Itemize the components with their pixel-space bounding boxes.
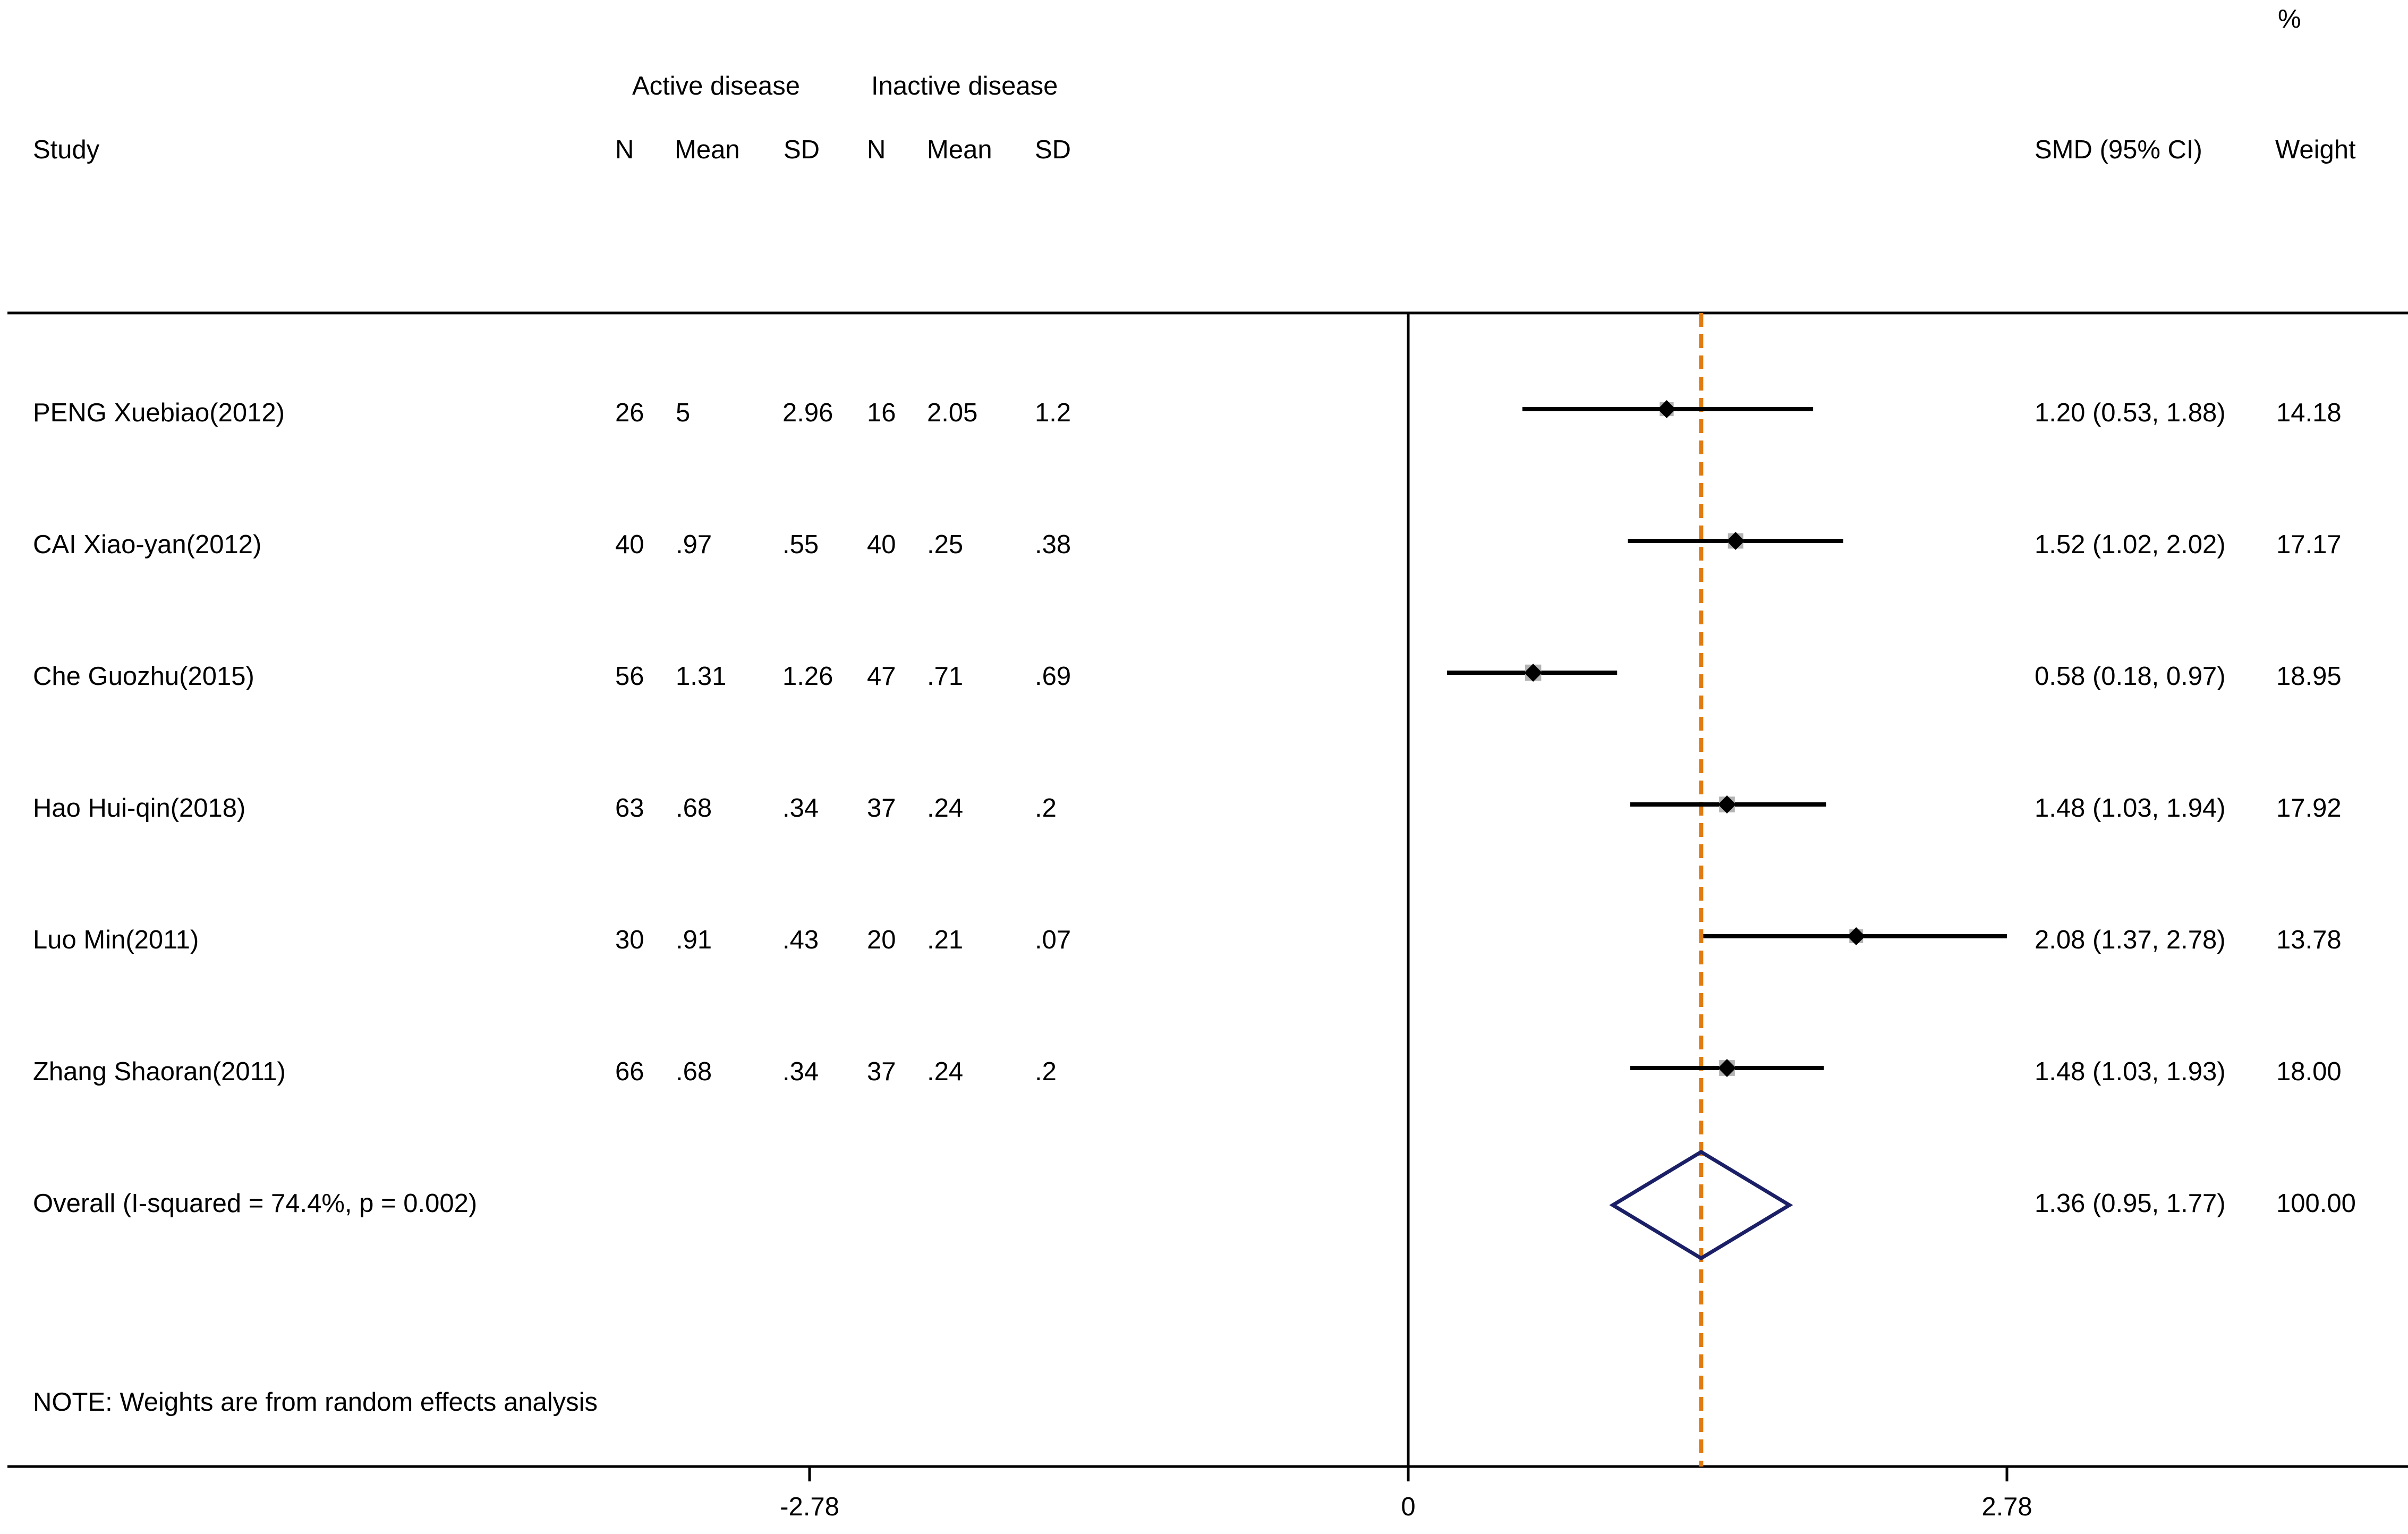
active-n: 63 — [615, 794, 644, 823]
study-mark — [1628, 532, 1843, 550]
smd-ci-value: 0.58 (0.18, 0.97) — [2035, 662, 2226, 691]
study-name: Zhang Shaoran(2011) — [33, 1057, 286, 1086]
inactive-mean: .25 — [927, 530, 964, 559]
weight-value: 14.18 — [2276, 399, 2342, 427]
point-estimate-marker — [1847, 927, 1866, 945]
x-axis-tick-label: -2.78 — [780, 1493, 839, 1521]
study-name: Hao Hui-qin(2018) — [33, 794, 246, 823]
active-mean: .97 — [676, 530, 712, 559]
study-mark — [1630, 795, 1826, 813]
weights-note: NOTE: Weights are from random effects an… — [33, 1388, 598, 1417]
active-sd: .43 — [782, 926, 819, 954]
study-name: CAI Xiao-yan(2012) — [33, 530, 262, 559]
inactive-sd: .2 — [1035, 794, 1057, 823]
active-mean: .68 — [676, 1057, 712, 1086]
study-name: Luo Min(2011) — [33, 926, 199, 954]
study-mark — [1446, 664, 1618, 682]
active-mean-header: Mean — [675, 135, 740, 164]
active-mean: 1.31 — [676, 662, 727, 691]
study-name: Che Guozhu(2015) — [33, 662, 254, 691]
smd-ci-header: SMD (95% CI) — [2035, 135, 2202, 164]
active-sd: .34 — [782, 1057, 819, 1086]
active-sd: 1.26 — [782, 662, 833, 691]
inactive-n: 37 — [867, 794, 896, 823]
smd-ci-value: 1.20 (0.53, 1.88) — [2035, 399, 2226, 427]
overall-weight: 100.00 — [2276, 1189, 2356, 1218]
inactive-mean: .21 — [927, 926, 964, 954]
inactive-n-header: N — [867, 135, 886, 164]
point-estimate-marker — [1726, 532, 1745, 550]
inactive-sd: 1.2 — [1035, 399, 1071, 427]
percent-header: % — [2278, 5, 2301, 33]
active-mean: .91 — [676, 926, 712, 954]
active-n: 56 — [615, 662, 644, 691]
point-estimate-marker — [1717, 795, 1736, 813]
active-sd: 2.96 — [782, 399, 833, 427]
weight-value: 13.78 — [2276, 926, 2342, 954]
active-sd: .55 — [782, 530, 819, 559]
smd-ci-value: 1.48 (1.03, 1.94) — [2035, 794, 2226, 823]
inactive-n: 37 — [867, 1057, 896, 1086]
inactive-mean: .24 — [927, 1057, 964, 1086]
weight-value: 17.92 — [2276, 794, 2342, 823]
active-sd-header: SD — [784, 135, 820, 164]
inactive-sd: .2 — [1035, 1057, 1057, 1086]
weight-value: 18.00 — [2276, 1057, 2342, 1086]
study-mark — [1522, 400, 1814, 418]
x-axis-tick-label: 2.78 — [1981, 1493, 2032, 1521]
inactive-mean: 2.05 — [927, 399, 978, 427]
inactive-n: 47 — [867, 662, 896, 691]
active-mean: .68 — [676, 794, 712, 823]
overall-smd-ci: 1.36 (0.95, 1.77) — [2035, 1189, 2226, 1218]
study-mark — [1703, 927, 2007, 945]
inactive-sd: .38 — [1035, 530, 1071, 559]
active-mean: 5 — [676, 399, 691, 427]
weight-value: 17.17 — [2276, 530, 2342, 559]
active-n: 26 — [615, 399, 644, 427]
active-n-header: N — [615, 135, 634, 164]
point-estimate-marker — [1717, 1059, 1736, 1077]
active-sd: .34 — [782, 794, 819, 823]
active-n: 40 — [615, 530, 644, 559]
study-column-header: Study — [33, 135, 100, 164]
inactive-sd: .07 — [1035, 926, 1071, 954]
smd-ci-value: 1.48 (1.03, 1.93) — [2035, 1057, 2226, 1086]
inactive-mean: .24 — [927, 794, 964, 823]
x-axis-tick-label: 0 — [1401, 1493, 1415, 1521]
point-estimate-marker — [1657, 400, 1676, 418]
inactive-n: 40 — [867, 530, 896, 559]
inactive-sd-header: SD — [1035, 135, 1071, 164]
active-n: 66 — [615, 1057, 644, 1086]
overall-diamond — [1609, 1149, 1793, 1261]
point-estimate-marker — [1524, 664, 1543, 682]
smd-ci-value: 2.08 (1.37, 2.78) — [2035, 926, 2226, 954]
weight-header: Weight — [2275, 135, 2356, 164]
inactive-disease-header: Inactive disease — [871, 72, 1058, 100]
overall-label: Overall (I-squared = 74.4%, p = 0.002) — [33, 1189, 478, 1218]
inactive-mean: .71 — [927, 662, 964, 691]
active-disease-header: Active disease — [632, 72, 800, 100]
smd-ci-value: 1.52 (1.02, 2.02) — [2035, 530, 2226, 559]
study-mark — [1630, 1059, 1824, 1077]
inactive-n: 20 — [867, 926, 896, 954]
inactive-n: 16 — [867, 399, 896, 427]
inactive-mean-header: Mean — [927, 135, 992, 164]
study-name: PENG Xuebiao(2012) — [33, 399, 285, 427]
active-n: 30 — [615, 926, 644, 954]
weight-value: 18.95 — [2276, 662, 2342, 691]
inactive-sd: .69 — [1035, 662, 1071, 691]
